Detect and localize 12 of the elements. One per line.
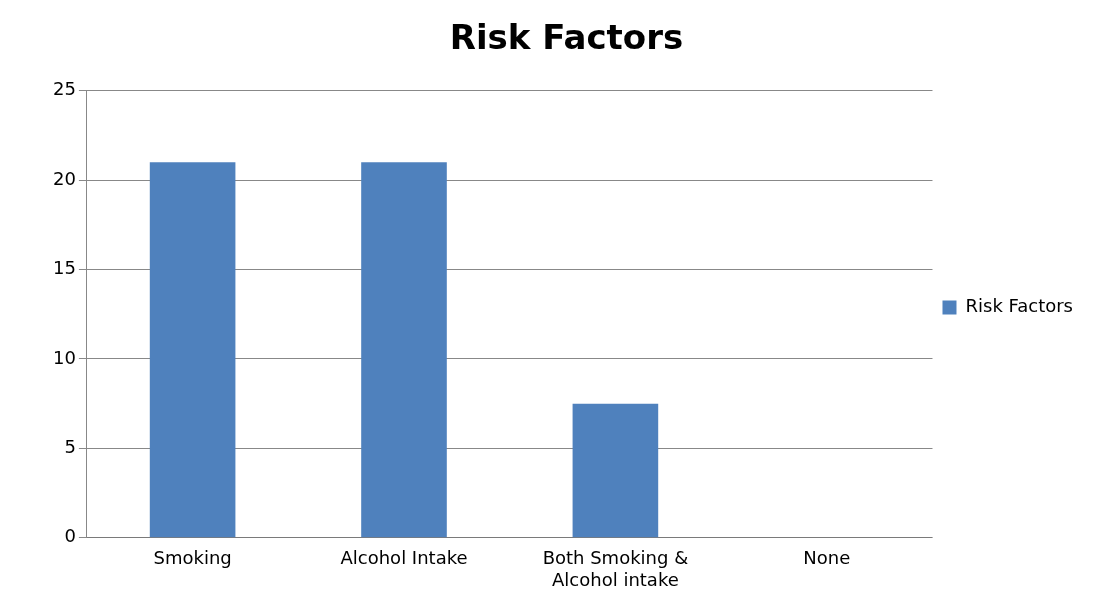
- chart-title: Risk Factors: [449, 17, 684, 58]
- x-tick-label: None: [803, 547, 851, 569]
- legend-label: Risk Factors: [965, 295, 1074, 317]
- x-tick-label: Smoking: [153, 547, 232, 569]
- y-tick-label: 5: [64, 436, 76, 458]
- x-tick-label: Both Smoking & Alcohol intake: [542, 547, 689, 590]
- y-tick-label: 20: [53, 167, 76, 189]
- y-tick-label: 0: [64, 525, 76, 547]
- y-tick-label: 10: [53, 346, 76, 368]
- y-tick-label: 25: [53, 78, 76, 100]
- y-tick-label: 15: [53, 257, 76, 279]
- x-tick-label: Alcohol Intake: [340, 547, 468, 569]
